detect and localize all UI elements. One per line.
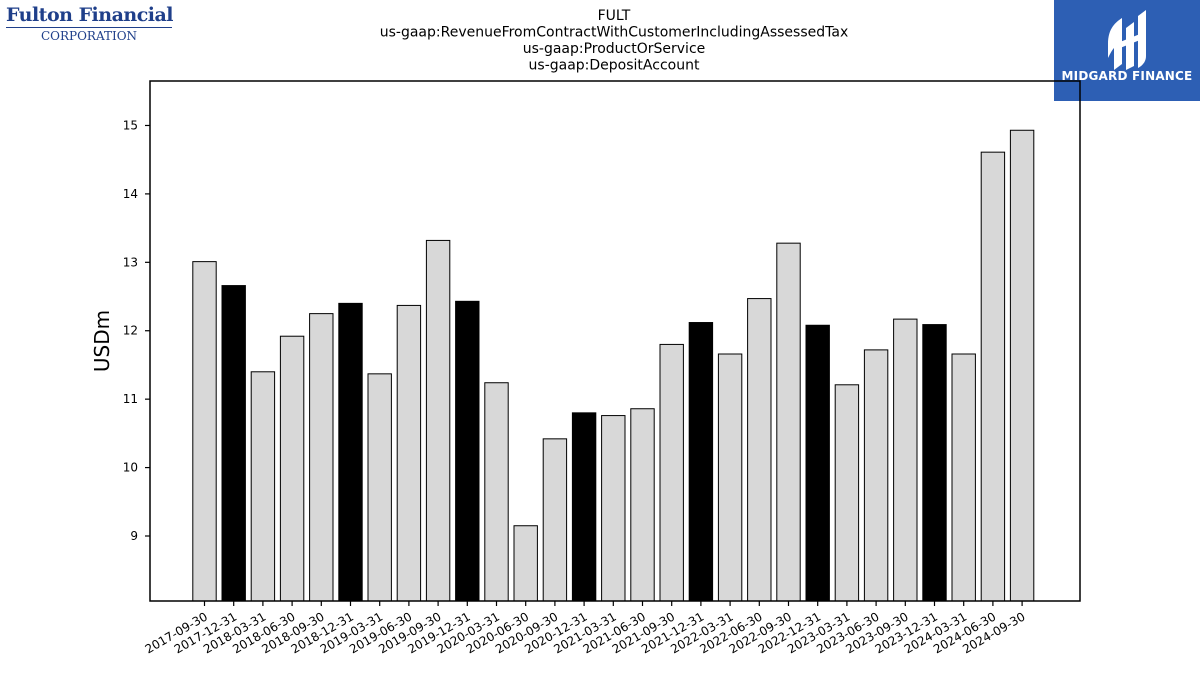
bar-2018-06-30 bbox=[279, 335, 305, 602]
y-tick-label: 9 bbox=[130, 529, 138, 543]
bar-2017-12-31 bbox=[221, 285, 246, 602]
bar-2022-09-30 bbox=[776, 242, 801, 602]
y-tick-label: 14 bbox=[123, 187, 138, 201]
bar-2020-06-30 bbox=[513, 525, 538, 602]
chart-title-line-2: us-gaap:ProductOrService bbox=[523, 41, 706, 57]
bar-2023-12-31 bbox=[922, 324, 947, 602]
bar-2019-12-31 bbox=[455, 300, 480, 602]
midgard-logo-icon bbox=[1108, 10, 1146, 70]
fulton-financial-logo: Fulton Financial Corporation bbox=[6, 4, 176, 46]
plot-frame bbox=[149, 80, 1081, 602]
bar-series bbox=[192, 129, 1035, 602]
bar-2024-09-30 bbox=[1009, 129, 1035, 602]
chart-title: FULTus-gaap:RevenueFromContractWithCusto… bbox=[380, 8, 849, 74]
bar-2018-03-31 bbox=[250, 371, 276, 602]
y-tick-label: 11 bbox=[123, 392, 138, 406]
bar-2019-09-30 bbox=[425, 239, 451, 602]
y-tick-label: 12 bbox=[123, 324, 138, 338]
bar-2021-06-30 bbox=[630, 408, 655, 602]
bar-2020-12-31 bbox=[571, 412, 597, 602]
bar-2019-06-30 bbox=[396, 304, 422, 602]
bar-2023-03-31 bbox=[834, 384, 860, 602]
bar-2024-03-31 bbox=[951, 353, 976, 602]
y-tick-label: 13 bbox=[123, 255, 138, 269]
bar-2023-06-30 bbox=[863, 349, 889, 602]
bar-2022-06-30 bbox=[747, 298, 772, 602]
chart-title-line-0: FULT bbox=[598, 8, 631, 24]
bar-2018-12-31 bbox=[338, 302, 363, 602]
bar-2024-06-30 bbox=[980, 151, 1006, 602]
bar-2021-09-30 bbox=[659, 343, 684, 602]
bar-2023-09-30 bbox=[893, 318, 918, 602]
logo-company-suffix: Corporation bbox=[40, 29, 138, 43]
chart-title-line-3: us-gaap:DepositAccount bbox=[529, 58, 700, 74]
bar-2017-09-30 bbox=[192, 261, 217, 602]
y-tick-label: 10 bbox=[123, 461, 138, 475]
bar-2020-03-31 bbox=[484, 382, 509, 602]
bar-2022-03-31 bbox=[717, 353, 743, 602]
bar-2021-03-31 bbox=[601, 415, 626, 602]
logo-company-name: Fulton Financial bbox=[6, 4, 174, 26]
logo-divider bbox=[6, 27, 172, 28]
chart-title-line-1: us-gaap:RevenueFromContractWithCustomerI… bbox=[380, 25, 849, 41]
bar-2020-09-30 bbox=[542, 438, 568, 602]
y-tick-label: 15 bbox=[123, 118, 138, 132]
logo-brand-name: MIDGARD FINANCE bbox=[1061, 69, 1193, 83]
bar-2019-03-31 bbox=[367, 373, 392, 602]
bar-2022-12-31 bbox=[805, 324, 830, 602]
bar-2021-12-31 bbox=[688, 322, 714, 602]
midgard-finance-logo: MIDGARD FINANCE bbox=[1054, 0, 1200, 101]
y-axis-label: USDm bbox=[90, 310, 114, 372]
bar-2018-09-30 bbox=[309, 313, 334, 602]
